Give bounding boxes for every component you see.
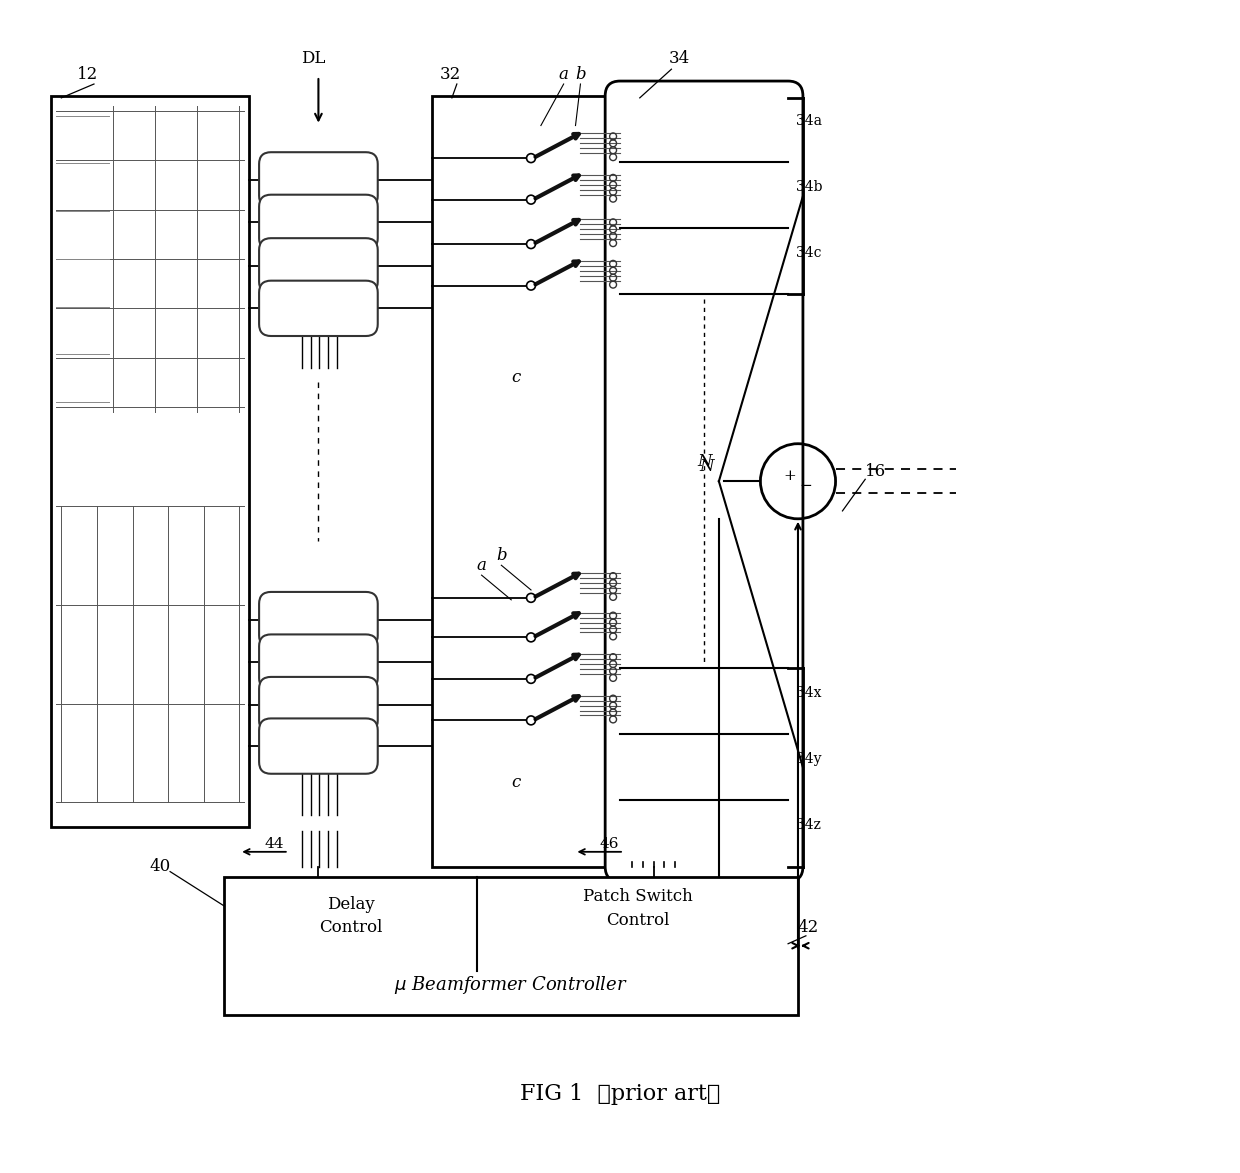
FancyBboxPatch shape <box>259 718 378 774</box>
Text: N: N <box>699 457 714 475</box>
FancyBboxPatch shape <box>259 677 378 732</box>
Text: 34b: 34b <box>796 179 822 194</box>
Text: Control: Control <box>605 911 670 929</box>
FancyBboxPatch shape <box>259 152 378 208</box>
Text: c: c <box>512 369 521 386</box>
FancyBboxPatch shape <box>259 238 378 293</box>
Text: FIG 1  （prior art）: FIG 1 （prior art） <box>520 1083 720 1105</box>
Text: a: a <box>559 66 569 82</box>
Text: 46: 46 <box>599 836 619 850</box>
Bar <box>432 96 650 867</box>
Text: Delay: Delay <box>327 896 374 913</box>
FancyBboxPatch shape <box>259 592 378 647</box>
Text: c: c <box>512 774 521 791</box>
Text: 34y: 34y <box>796 752 822 766</box>
FancyBboxPatch shape <box>259 635 378 690</box>
Text: 34z: 34z <box>796 818 821 832</box>
Text: 34c: 34c <box>796 246 822 260</box>
Text: 32: 32 <box>439 66 460 82</box>
Text: +: + <box>784 469 796 483</box>
Text: 34x: 34x <box>796 686 822 700</box>
Text: a: a <box>476 557 486 574</box>
Text: 42: 42 <box>797 920 818 936</box>
Bar <box>224 876 799 1015</box>
FancyBboxPatch shape <box>605 81 804 881</box>
Text: 16: 16 <box>864 463 885 480</box>
Text: $\mu$ Beamformer Controller: $\mu$ Beamformer Controller <box>394 975 629 996</box>
Text: N: N <box>698 453 712 470</box>
Text: 40: 40 <box>150 859 171 875</box>
FancyBboxPatch shape <box>259 280 378 335</box>
FancyBboxPatch shape <box>259 195 378 250</box>
Text: Patch Switch: Patch Switch <box>583 888 692 904</box>
Text: Control: Control <box>319 920 382 936</box>
Bar <box>51 96 249 827</box>
Text: 34: 34 <box>668 49 689 67</box>
Text: DL: DL <box>301 49 326 67</box>
Text: 12: 12 <box>77 66 99 82</box>
Text: 44: 44 <box>264 836 284 850</box>
Text: b: b <box>496 547 507 564</box>
Text: b: b <box>575 66 585 82</box>
Text: −: − <box>800 480 812 493</box>
Text: 34a: 34a <box>796 114 822 128</box>
